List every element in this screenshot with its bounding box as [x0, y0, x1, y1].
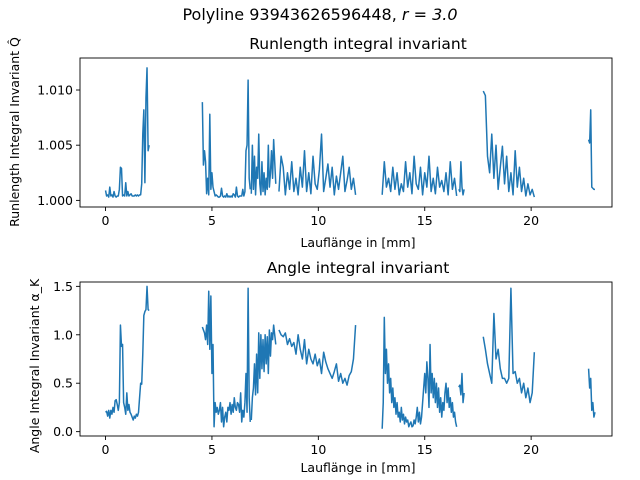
series-line-segment-4 — [381, 155, 458, 197]
runlength-series-lines — [104, 67, 595, 198]
x-tick-label: 5 — [208, 213, 216, 228]
series-line-segment-2 — [250, 133, 277, 196]
x-tick-label: 20 — [523, 213, 539, 228]
runlength-x-axis-label: Lauflänge in [mm] — [300, 235, 415, 250]
x-tick-label: 10 — [310, 442, 326, 457]
runlength-y-axis-label: Runlength Integral Invariant Q̂ — [7, 37, 22, 227]
y-tick-label: 1.0 — [53, 327, 73, 342]
y-tick-label: 0.5 — [53, 376, 73, 391]
series-line-segment-2 — [250, 324, 277, 421]
runlength-subplot: Runlength integral invariant 0 5 10 15 20 1.0… — [7, 35, 613, 250]
y-tick-label: 1.5 — [53, 279, 73, 294]
y-tick-label: 1.000 — [37, 193, 73, 208]
x-tick-label: 20 — [523, 442, 539, 457]
y-tick-label: 1.005 — [37, 138, 73, 153]
series-line-segment-5 — [458, 161, 465, 196]
angle-ticks: 0 5 10 15 20 0.0 0.5 1.0 1.5 — [53, 279, 539, 457]
series-line-segment-5 — [458, 372, 465, 404]
series-line-segment-6 — [482, 90, 536, 198]
series-line-segment-1 — [201, 79, 251, 198]
x-tick-label: 15 — [417, 213, 433, 228]
figure-suptitle: Polyline 93943626596448, r = 3.0 — [182, 5, 457, 24]
runlength-plot-frame — [79, 57, 613, 208]
angle-y-axis-label: Angle Integral Invariant α_K — [27, 278, 42, 453]
angle-subplot: Angle integral invariant 0 5 10 15 20 0.0 0.5 1… — [27, 259, 613, 475]
series-line-segment-6 — [482, 287, 536, 404]
x-tick-label: 10 — [310, 213, 326, 228]
x-tick-label: 15 — [417, 442, 433, 457]
angle-series-lines — [105, 285, 596, 429]
series-line-segment-0 — [105, 285, 150, 421]
y-tick-label: 0.0 — [53, 424, 73, 439]
series-line-segment-7 — [587, 368, 596, 418]
angle-subplot-title: Angle integral invariant — [267, 259, 450, 277]
x-tick-label: 5 — [208, 442, 216, 457]
angle-plot-frame — [79, 281, 613, 437]
series-line-segment-3 — [278, 325, 357, 386]
runlength-subplot-title: Runlength integral invariant — [249, 35, 467, 53]
series-line-segment-3 — [278, 133, 357, 196]
x-tick-label: 0 — [102, 442, 110, 457]
y-tick-label: 1.010 — [37, 83, 73, 98]
series-line-segment-7 — [587, 109, 595, 191]
series-line-segment-1 — [201, 287, 251, 428]
x-tick-label: 0 — [102, 213, 110, 228]
runlength-ticks: 0 5 10 15 20 1.000 1.005 1.010 — [37, 83, 539, 228]
series-line-segment-4 — [381, 316, 458, 429]
angle-x-axis-label: Lauflänge in [mm] — [300, 460, 415, 475]
series-line-segment-0 — [104, 67, 150, 198]
